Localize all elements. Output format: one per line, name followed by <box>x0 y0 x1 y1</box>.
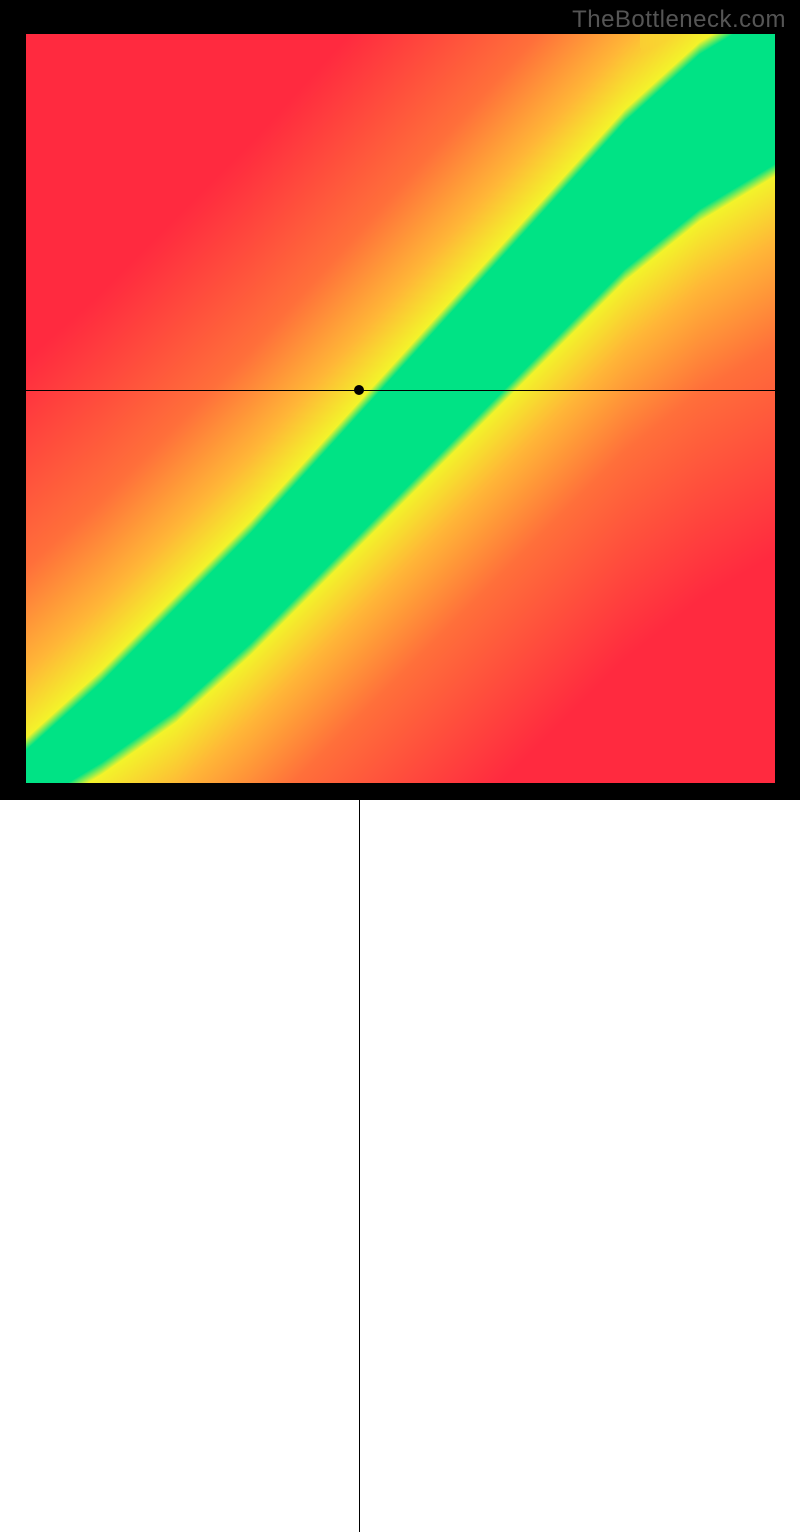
heatmap-canvas <box>26 34 775 783</box>
crosshair-vertical <box>359 783 360 1532</box>
crosshair-horizontal <box>26 390 775 391</box>
watermark-text: TheBottleneck.com <box>572 6 786 34</box>
crosshair-marker <box>354 385 364 395</box>
heatmap-plot-area <box>26 34 775 783</box>
chart-container: TheBottleneck.com <box>0 0 800 800</box>
